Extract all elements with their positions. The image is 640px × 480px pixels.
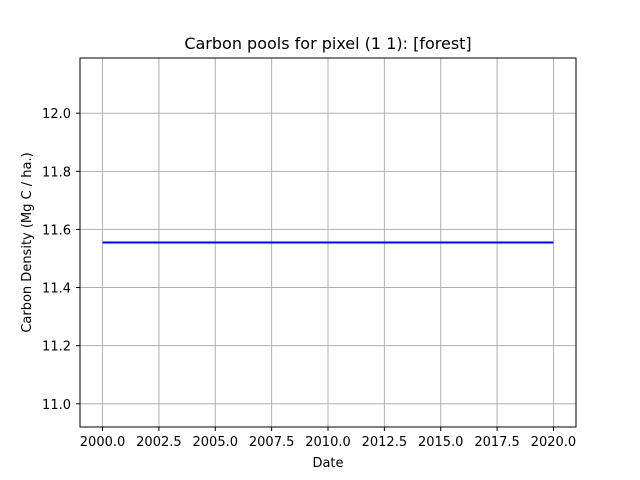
y-tick-label: 11.2 [42,340,71,355]
x-tick-label: 2000.0 [80,435,126,450]
y-axis-label: Carbon Density (Mg C / ha.) [20,152,35,332]
chart-title: Carbon pools for pixel (1 1): [forest] [184,34,471,53]
x-tick-label: 2020.0 [531,435,577,450]
x-tick-label: 2005.0 [193,435,239,450]
y-tick-label: 11.8 [42,165,71,180]
y-tick-label: 11.0 [42,398,71,413]
y-tick-label: 12.0 [42,107,71,122]
x-axis-label: Date [312,456,343,471]
x-tick-label: 2010.0 [305,435,351,450]
x-tick-label: 2017.5 [474,435,520,450]
y-tick-label: 11.4 [42,282,71,297]
ticks: 2000.0 2002.5 2005.0 2007.5 2010.0 2012.5 2015… [42,107,576,450]
y-tick-label: 11.6 [42,223,71,238]
x-tick-label: 2015.0 [418,435,464,450]
x-tick-label: 2002.5 [136,435,182,450]
x-tick-label: 2007.5 [249,435,295,450]
x-tick-label: 2012.5 [362,435,408,450]
